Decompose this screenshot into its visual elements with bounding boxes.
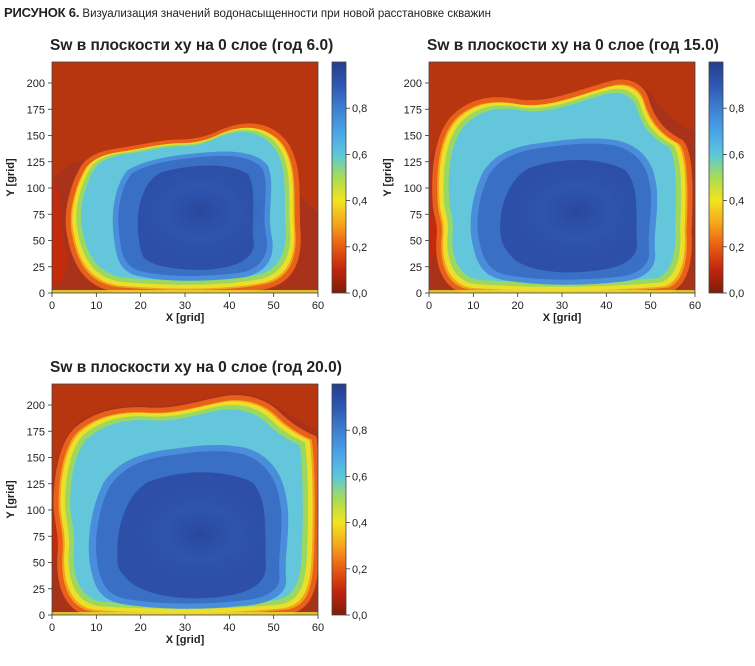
- y-tick-label: 75: [410, 209, 422, 221]
- y-tick-label: 150: [27, 453, 45, 465]
- x-axis-label: X [grid]: [166, 634, 205, 646]
- y-tick-label: 150: [404, 131, 422, 143]
- x-tick-label: 30: [556, 300, 568, 312]
- colorbar-tick-label: 0,2: [729, 242, 744, 254]
- y-axis-label: Y [grid]: [5, 158, 17, 197]
- y-axis-label: Y [grid]: [5, 480, 17, 519]
- x-tick-label: 20: [135, 622, 147, 634]
- x-tick-label: 40: [223, 300, 235, 312]
- chart-panel-year-20: Sw в плоскости xy на 0 слое (год 20.0) 0…: [0, 356, 377, 666]
- bottom-edge-band: [52, 612, 318, 615]
- y-tick-label: 125: [27, 479, 45, 491]
- colorbar-tick-label: 0,4: [352, 196, 367, 208]
- x-tick-label: 40: [223, 622, 235, 634]
- chart-panel-year-15: Sw в плоскости xy на 0 слое (год 15.0) 0…: [377, 34, 754, 344]
- colorbar-tick-label: 0,0: [352, 610, 367, 622]
- y-tick-label: 200: [27, 400, 45, 412]
- chart-title: Sw в плоскости xy на 0 слое (год 15.0): [427, 37, 719, 54]
- colorbar-tick-label: 0,6: [729, 149, 744, 161]
- x-tick-label: 10: [90, 300, 102, 312]
- low-saturation-region: [52, 62, 318, 212]
- y-tick-label: 0: [39, 610, 45, 622]
- y-tick-label: 0: [39, 288, 45, 300]
- x-tick-label: 50: [268, 300, 280, 312]
- flooded-core-glow: [140, 490, 260, 578]
- x-tick-label: 30: [179, 300, 191, 312]
- x-tick-label: 10: [90, 622, 102, 634]
- colorbar: [331, 61, 347, 294]
- y-tick-label: 150: [27, 131, 45, 143]
- x-tick-label: 50: [645, 300, 657, 312]
- y-tick-label: 0: [416, 288, 422, 300]
- colorbar-tick-label: 0,4: [729, 196, 744, 208]
- colorbar: [708, 61, 724, 294]
- low-saturation-region: [52, 180, 68, 288]
- colorbar-tick-label: 0,8: [352, 425, 367, 437]
- x-tick-label: 0: [49, 300, 55, 312]
- low-saturation-region: [429, 62, 695, 162]
- x-tick-label: 20: [135, 300, 147, 312]
- y-tick-label: 25: [33, 584, 45, 596]
- y-tick-label: 25: [410, 262, 422, 274]
- heatmap-field: [52, 62, 318, 293]
- y-tick-label: 50: [410, 236, 422, 248]
- low-saturation-region: [429, 212, 438, 276]
- y-tick-label: 200: [27, 78, 45, 90]
- heatmap-field: [52, 384, 318, 615]
- figure-caption: РИСУНОК 6. Визуализация значений водонас…: [4, 5, 491, 20]
- y-tick-label: 50: [33, 558, 45, 570]
- x-tick-label: 50: [268, 622, 280, 634]
- x-tick-label: 40: [600, 300, 612, 312]
- bottom-edge-band: [429, 290, 695, 293]
- y-tick-label: 25: [33, 262, 45, 274]
- y-tick-label: 100: [404, 183, 422, 195]
- colorbar-tick-label: 0,0: [729, 288, 744, 300]
- y-tick-label: 200: [404, 78, 422, 90]
- figure-caption-text: Визуализация значений водонасыщенности п…: [82, 8, 491, 20]
- chart-panel-year-6: Sw в плоскости xy на 0 слое (год 6.0) 0 1…: [0, 34, 377, 344]
- y-tick-label: 100: [27, 505, 45, 517]
- x-tick-label: 20: [512, 300, 524, 312]
- x-tick-label: 60: [312, 300, 324, 312]
- y-tick-label: 175: [27, 426, 45, 438]
- y-axis-label: Y [grid]: [382, 158, 394, 197]
- x-tick-label: 60: [312, 622, 324, 634]
- colorbar: [331, 383, 347, 616]
- y-tick-label: 125: [404, 157, 422, 169]
- heatmap-svg: 0 10 20 30 40 50 60 0 25 50 75 100 125 150 175 200 X [gr…: [5, 383, 367, 646]
- colorbar-tick-label: 0,8: [352, 103, 367, 115]
- colorbar-tick-label: 0,8: [729, 103, 744, 115]
- x-axis-label: X [grid]: [543, 312, 582, 324]
- colorbar-tick-label: 0,6: [352, 149, 367, 161]
- colorbar-tick-label: 0,4: [352, 518, 367, 530]
- colorbar-tick-label: 0,2: [352, 242, 367, 254]
- x-tick-label: 10: [467, 300, 479, 312]
- y-tick-label: 50: [33, 236, 45, 248]
- y-tick-label: 100: [27, 183, 45, 195]
- colorbar-tick-label: 0,2: [352, 564, 367, 576]
- y-tick-label: 125: [27, 157, 45, 169]
- colorbar-tick-label: 0,6: [352, 471, 367, 483]
- figure-label: РИСУНОК 6.: [4, 5, 80, 20]
- x-tick-label: 0: [49, 622, 55, 634]
- x-axis-label: X [grid]: [166, 312, 205, 324]
- x-tick-label: 0: [426, 300, 432, 312]
- flooded-core-glow: [140, 168, 260, 256]
- heatmap-field: [429, 62, 695, 293]
- colorbar-tick-label: 0,0: [352, 288, 367, 300]
- chart-title: Sw в плоскости xy на 0 слое (год 6.0): [50, 37, 334, 54]
- y-tick-label: 75: [33, 209, 45, 221]
- y-tick-label: 175: [404, 104, 422, 116]
- y-tick-label: 175: [27, 104, 45, 116]
- bottom-edge-band: [52, 290, 318, 293]
- chart-title: Sw в плоскости xy на 0 слое (год 20.0): [50, 359, 342, 376]
- y-tick-label: 75: [33, 531, 45, 543]
- flooded-core-glow: [517, 168, 637, 256]
- x-tick-label: 60: [689, 300, 701, 312]
- heatmap-svg: 0 10 20 30 40 50 60 0 25 50 75 100 125 150 175 200 X [gr…: [5, 61, 367, 324]
- heatmap-svg: 0 10 20 30 40 50 60 0 25 50 75 100 125 150 175 200 X [gr…: [382, 61, 744, 324]
- x-tick-label: 30: [179, 622, 191, 634]
- low-saturation-region: [52, 384, 318, 480]
